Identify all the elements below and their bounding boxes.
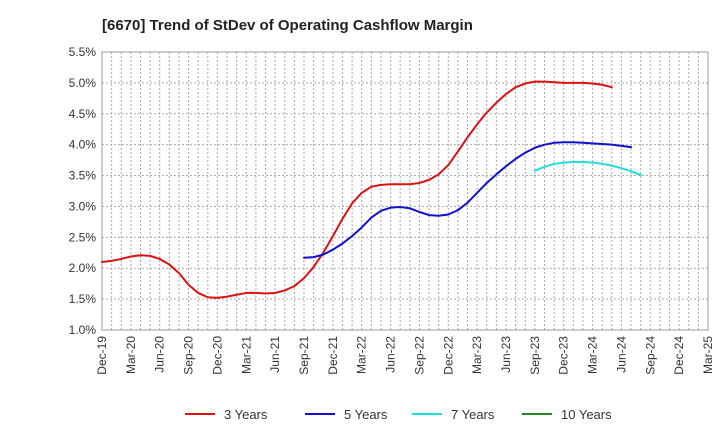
y-tick-label: 4.0% [69, 138, 97, 152]
y-tick-label: 1.5% [69, 292, 97, 306]
y-tick-label: 5.5% [69, 45, 97, 59]
series-lines [101, 80, 642, 299]
x-tick-label: Dec-21 [326, 336, 340, 375]
x-tick-label: Jun-21 [268, 336, 282, 373]
x-tick-label: Jun-23 [499, 336, 513, 373]
x-tick-label: Mar-22 [355, 336, 369, 374]
y-axis-ticks: 1.0% 1.5% 2.0% 2.5% 3.0% 3.5% 4.0% 4.5% 5.0% 5.5% [69, 45, 97, 337]
chart-title: [6670] Trend of StDev of Operating Cashf… [102, 17, 473, 34]
x-tick-label: Jun-24 [614, 336, 628, 373]
x-tick-label: Mar-25 [701, 336, 715, 374]
x-tick-label: Sep-23 [528, 336, 542, 375]
x-tick-label: Dec-19 [95, 336, 109, 375]
legend-label-1: 5 Years [344, 407, 388, 422]
legend: 3 Years 5 Years 7 Years 10 Years [185, 407, 612, 422]
series-line-2 [533, 160, 642, 176]
x-tick-label: Mar-23 [470, 336, 484, 374]
x-tick-label: Dec-23 [557, 336, 571, 375]
series-line-0 [101, 80, 613, 299]
plot-area [102, 52, 708, 330]
legend-label-0: 3 Years [224, 407, 268, 422]
y-tick-label: 5.0% [69, 76, 97, 90]
y-tick-label: 4.5% [69, 107, 97, 121]
legend-label-2: 7 Years [451, 407, 495, 422]
y-tick-label: 2.0% [69, 261, 97, 275]
x-tick-label: Mar-21 [239, 336, 253, 374]
x-tick-label: Dec-20 [210, 336, 224, 375]
x-tick-label: Sep-20 [182, 336, 196, 375]
y-tick-label: 3.0% [69, 199, 97, 213]
x-tick-label: Sep-24 [643, 336, 657, 375]
x-tick-label: Dec-22 [441, 336, 455, 375]
x-tick-label: Dec-24 [672, 336, 686, 375]
y-tick-label: 3.5% [69, 169, 97, 183]
x-axis-ticks: Dec-19 Mar-20 Jun-20 Sep-20 Dec-20 Mar-21 Jun-… [95, 336, 715, 375]
y-tick-label: 2.5% [69, 230, 97, 244]
y-tick-label: 1.0% [69, 323, 97, 337]
legend-label-3: 10 Years [561, 407, 612, 422]
x-tick-label: Jun-20 [153, 336, 167, 373]
x-tick-label: Sep-21 [297, 336, 311, 375]
x-tick-label: Sep-22 [412, 336, 426, 375]
plot-border [101, 51, 709, 331]
series-line-1 [303, 141, 633, 259]
x-tick-label: Jun-22 [384, 336, 398, 373]
x-tick-label: Mar-20 [124, 336, 138, 374]
x-tick-label: Mar-24 [586, 336, 600, 374]
